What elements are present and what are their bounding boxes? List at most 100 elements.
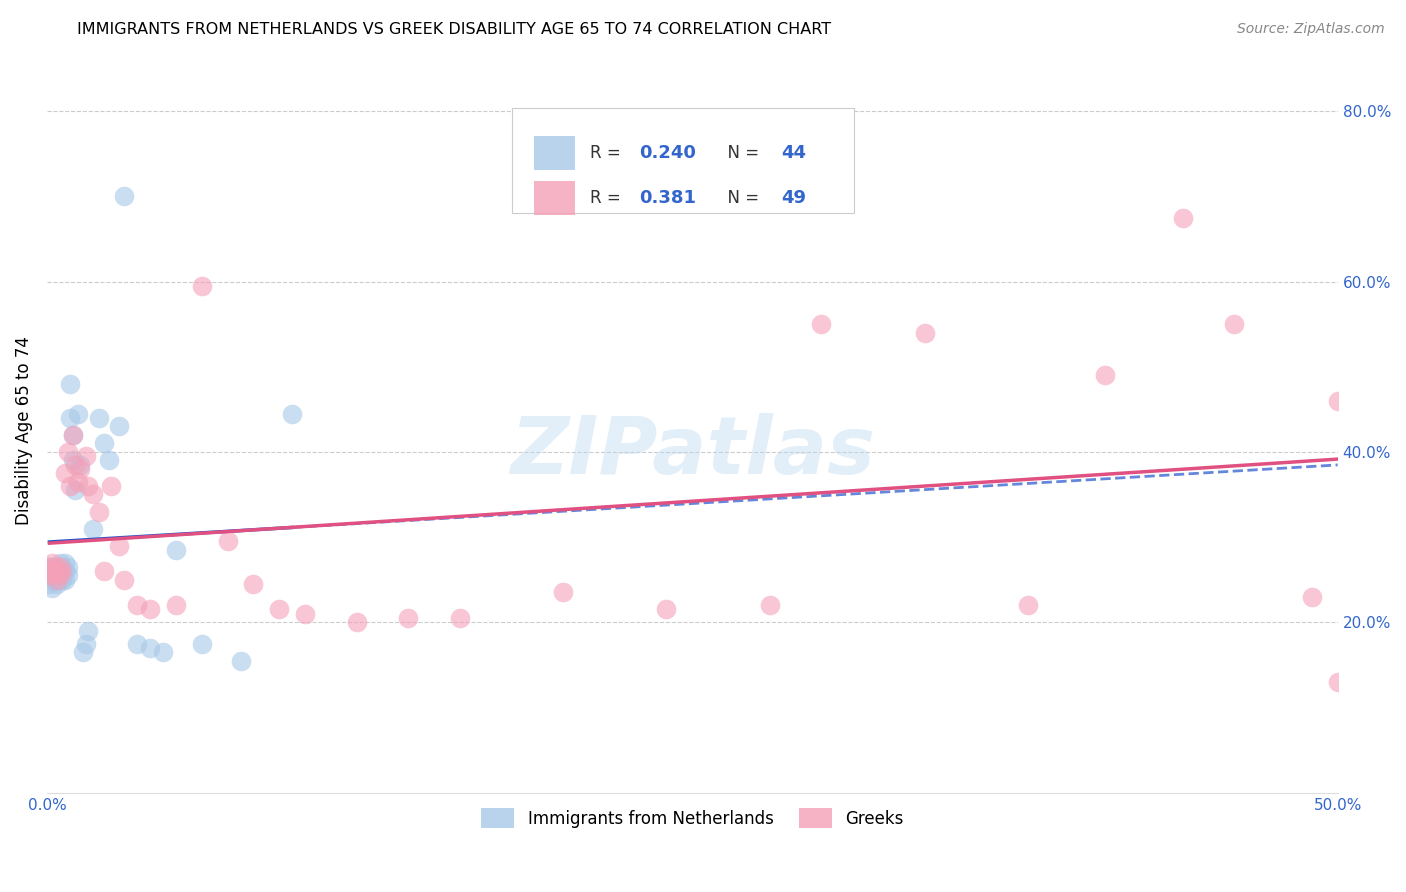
Text: N =: N = (717, 189, 765, 207)
Point (59, 479, 82, 493)
Point (1326, 393, 1348, 408)
Point (82, 522, 104, 536)
Text: R =: R = (591, 189, 626, 207)
Point (1223, 317, 1246, 331)
Point (59, 376, 82, 391)
Point (191, 636, 214, 650)
Point (191, 278, 214, 293)
Point (165, 542, 187, 557)
Point (41, 556, 63, 570)
Point (65, 458, 87, 472)
Point (87, 504, 110, 518)
Point (62, 427, 84, 442)
Point (49, 568, 72, 582)
FancyBboxPatch shape (533, 180, 575, 215)
Point (46, 577, 69, 591)
Point (108, 539, 131, 553)
Point (217, 534, 239, 549)
Point (758, 599, 780, 613)
Point (44, 560, 66, 574)
Point (38, 577, 60, 591)
Point (51, 564, 73, 578)
Point (62, 453, 84, 467)
Point (44, 568, 66, 582)
Point (41, 564, 63, 578)
Point (41, 568, 63, 582)
Point (38, 568, 60, 582)
Y-axis label: Disability Age 65 to 74: Disability Age 65 to 74 (15, 336, 32, 525)
Point (108, 419, 131, 434)
Point (127, 636, 149, 650)
Point (1094, 368, 1116, 383)
Point (655, 602, 678, 616)
Point (281, 407, 304, 421)
Point (53, 556, 76, 570)
Point (294, 607, 316, 621)
Text: R =: R = (591, 144, 626, 162)
Point (914, 326, 936, 340)
Point (93, 564, 115, 578)
Point (44, 560, 66, 574)
Point (1017, 599, 1039, 613)
Point (51, 573, 73, 587)
Point (346, 615, 368, 630)
Point (77, 624, 100, 638)
Point (69, 462, 91, 476)
Point (139, 640, 162, 655)
Point (810, 317, 832, 331)
Point (69, 458, 91, 472)
Point (66, 475, 89, 489)
Point (49, 560, 72, 574)
Text: 44: 44 (782, 144, 806, 162)
Point (41, 564, 63, 578)
Point (62, 427, 84, 442)
Point (53, 564, 76, 578)
Legend: Immigrants from Netherlands, Greeks: Immigrants from Netherlands, Greeks (474, 801, 910, 835)
Text: N =: N = (717, 144, 765, 162)
Point (38, 560, 60, 574)
Point (75, 636, 97, 650)
Point (46, 573, 69, 587)
Point (152, 645, 174, 659)
Point (56, 560, 79, 574)
Point (46, 573, 69, 587)
Point (269, 602, 291, 616)
Point (449, 611, 471, 625)
Point (44, 568, 66, 582)
Point (56, 568, 79, 582)
Point (77, 479, 100, 493)
Text: 49: 49 (782, 189, 806, 207)
Text: 0.240: 0.240 (640, 144, 696, 162)
Text: ZIPatlas: ZIPatlas (510, 413, 875, 491)
Point (51, 560, 73, 574)
Point (553, 585, 575, 599)
Point (127, 599, 149, 613)
FancyBboxPatch shape (533, 136, 575, 170)
Point (229, 654, 252, 668)
Point (165, 599, 187, 613)
Point (82, 487, 104, 501)
Point (49, 564, 72, 578)
Point (49, 556, 72, 570)
Text: 0.381: 0.381 (640, 189, 696, 207)
Point (56, 445, 79, 459)
Point (112, 189, 135, 203)
Point (112, 573, 135, 587)
Point (44, 573, 66, 587)
Point (97, 453, 120, 467)
Point (65, 483, 87, 498)
Point (1301, 590, 1323, 604)
Point (93, 436, 115, 450)
Point (53, 466, 76, 480)
Point (396, 611, 419, 625)
Point (66, 407, 89, 421)
Point (1326, 674, 1348, 689)
Point (59, 410, 82, 425)
Text: Source: ZipAtlas.com: Source: ZipAtlas.com (1237, 22, 1385, 37)
Text: IMMIGRANTS FROM NETHERLANDS VS GREEK DISABILITY AGE 65 TO 74 CORRELATION CHART: IMMIGRANTS FROM NETHERLANDS VS GREEK DIS… (77, 22, 831, 37)
Point (38, 560, 60, 574)
Point (1171, 211, 1194, 225)
Point (46, 564, 69, 578)
Point (46, 568, 69, 582)
Point (242, 577, 264, 591)
